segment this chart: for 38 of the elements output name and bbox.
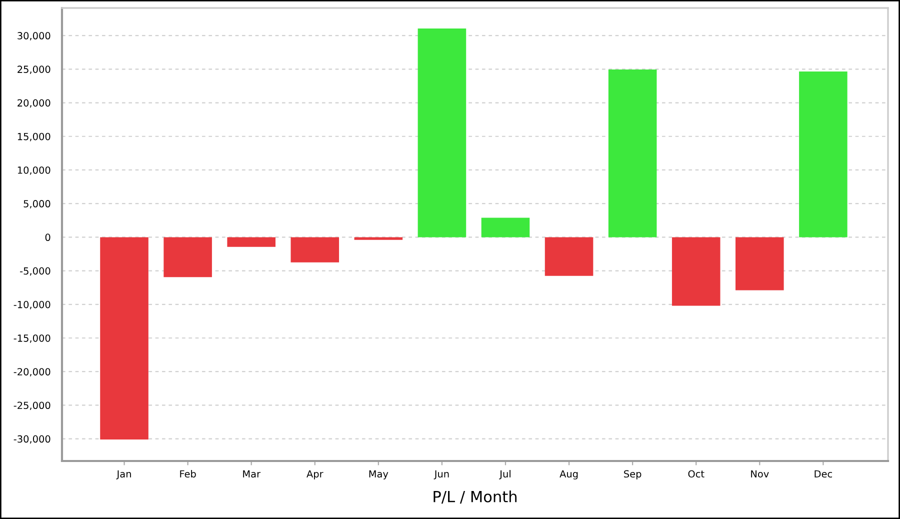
x-tick-label: Sep xyxy=(624,470,642,480)
y-tick-label: -10,000 xyxy=(14,300,50,310)
y-tick-label: -15,000 xyxy=(14,334,50,343)
x-tick-label: Dec xyxy=(814,470,832,478)
y-tick-label: -25,000 xyxy=(14,402,50,410)
x-axis-title: P/L / Month xyxy=(434,490,517,504)
x-tick-label: Feb xyxy=(180,470,196,478)
bar xyxy=(736,237,784,290)
x-tick-label: May xyxy=(369,470,388,480)
x-tick-label: Jul xyxy=(499,470,510,480)
bar xyxy=(608,70,657,238)
bar xyxy=(354,237,403,240)
y-tick-label: 10,000 xyxy=(18,166,50,175)
bar xyxy=(290,237,340,262)
bar xyxy=(799,72,848,238)
bar xyxy=(672,237,720,306)
x-tick-label: Jan xyxy=(116,470,131,480)
y-tick-label: -30,000 xyxy=(14,435,50,444)
y-tick-label: -20,000 xyxy=(14,368,50,376)
bar xyxy=(100,237,148,440)
x-tick-label: Nov xyxy=(751,470,769,478)
x-tick-label: Jun xyxy=(434,470,449,480)
y-tick-label: 25,000 xyxy=(18,66,50,74)
bar xyxy=(227,237,276,247)
bar xyxy=(164,237,212,278)
bar xyxy=(544,237,594,276)
x-tick-label: Mar xyxy=(243,470,261,478)
x-tick-label: Aug xyxy=(560,470,578,480)
x-tick-label: Apr xyxy=(306,470,324,480)
y-tick-label: 20,000 xyxy=(18,99,50,108)
y-tick-label: 15,000 xyxy=(18,132,50,142)
bar xyxy=(418,28,466,238)
y-tick-label: 5,000 xyxy=(24,200,50,208)
x-tick-label: Oct xyxy=(688,470,704,478)
y-tick-label: -5,000 xyxy=(20,267,50,276)
y-tick-label: 30,000 xyxy=(18,32,50,40)
y-tick-label: 0 xyxy=(45,234,50,242)
bar xyxy=(481,218,530,238)
